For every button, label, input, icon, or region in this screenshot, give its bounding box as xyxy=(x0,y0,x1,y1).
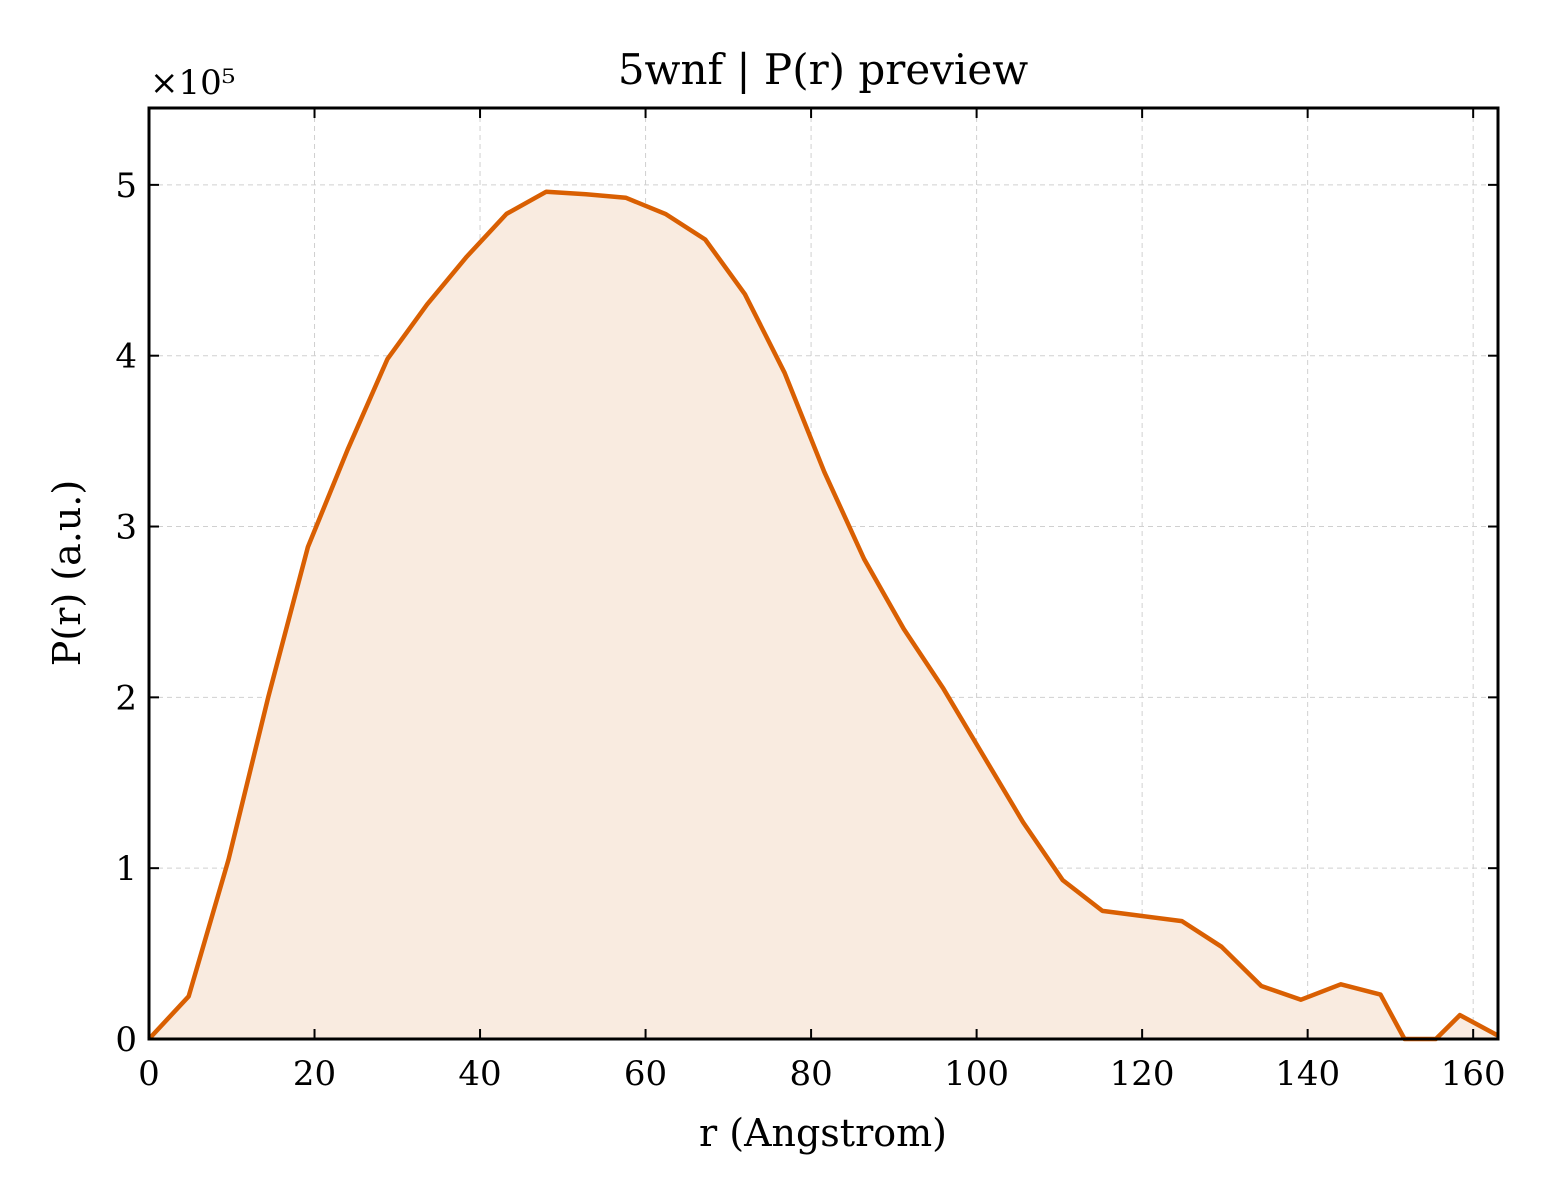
y-axis-label: P(r) (a.u.) xyxy=(45,480,89,666)
x-tick-label: 80 xyxy=(789,1054,832,1094)
y-tick-label: 3 xyxy=(115,508,137,548)
x-axis-label: r (Angstrom) xyxy=(699,1111,947,1155)
y-tick-label: 4 xyxy=(115,337,137,377)
tick-labels-layer: 0 20 40 60 80 100 120 140 160 0 1 2 3 4 5 xyxy=(115,166,1505,1094)
x-tick-label: 60 xyxy=(624,1054,667,1094)
pr-area-fill xyxy=(149,191,1498,1039)
x-tick-label: 0 xyxy=(138,1054,160,1094)
x-tick-label: 100 xyxy=(944,1054,1009,1094)
plot-frame xyxy=(147,106,1500,1041)
y-tick-label: 2 xyxy=(115,678,137,718)
x-tick-label: 160 xyxy=(1441,1054,1506,1094)
chart-title: 5wnf | P(r) preview xyxy=(618,45,1028,94)
x-tick-label: 40 xyxy=(458,1054,501,1094)
y-tick-label: 1 xyxy=(115,849,137,889)
y-tick-label: 0 xyxy=(115,1020,137,1060)
x-tick-label: 20 xyxy=(293,1054,336,1094)
x-tick-label: 140 xyxy=(1275,1054,1340,1094)
y-multiplier-label: ×10⁵ xyxy=(150,63,235,103)
y-tick-label: 5 xyxy=(115,166,137,206)
pr-series-line xyxy=(147,189,1500,1042)
x-tick-label: 120 xyxy=(1110,1054,1175,1094)
ticks-layer xyxy=(148,108,1498,1040)
